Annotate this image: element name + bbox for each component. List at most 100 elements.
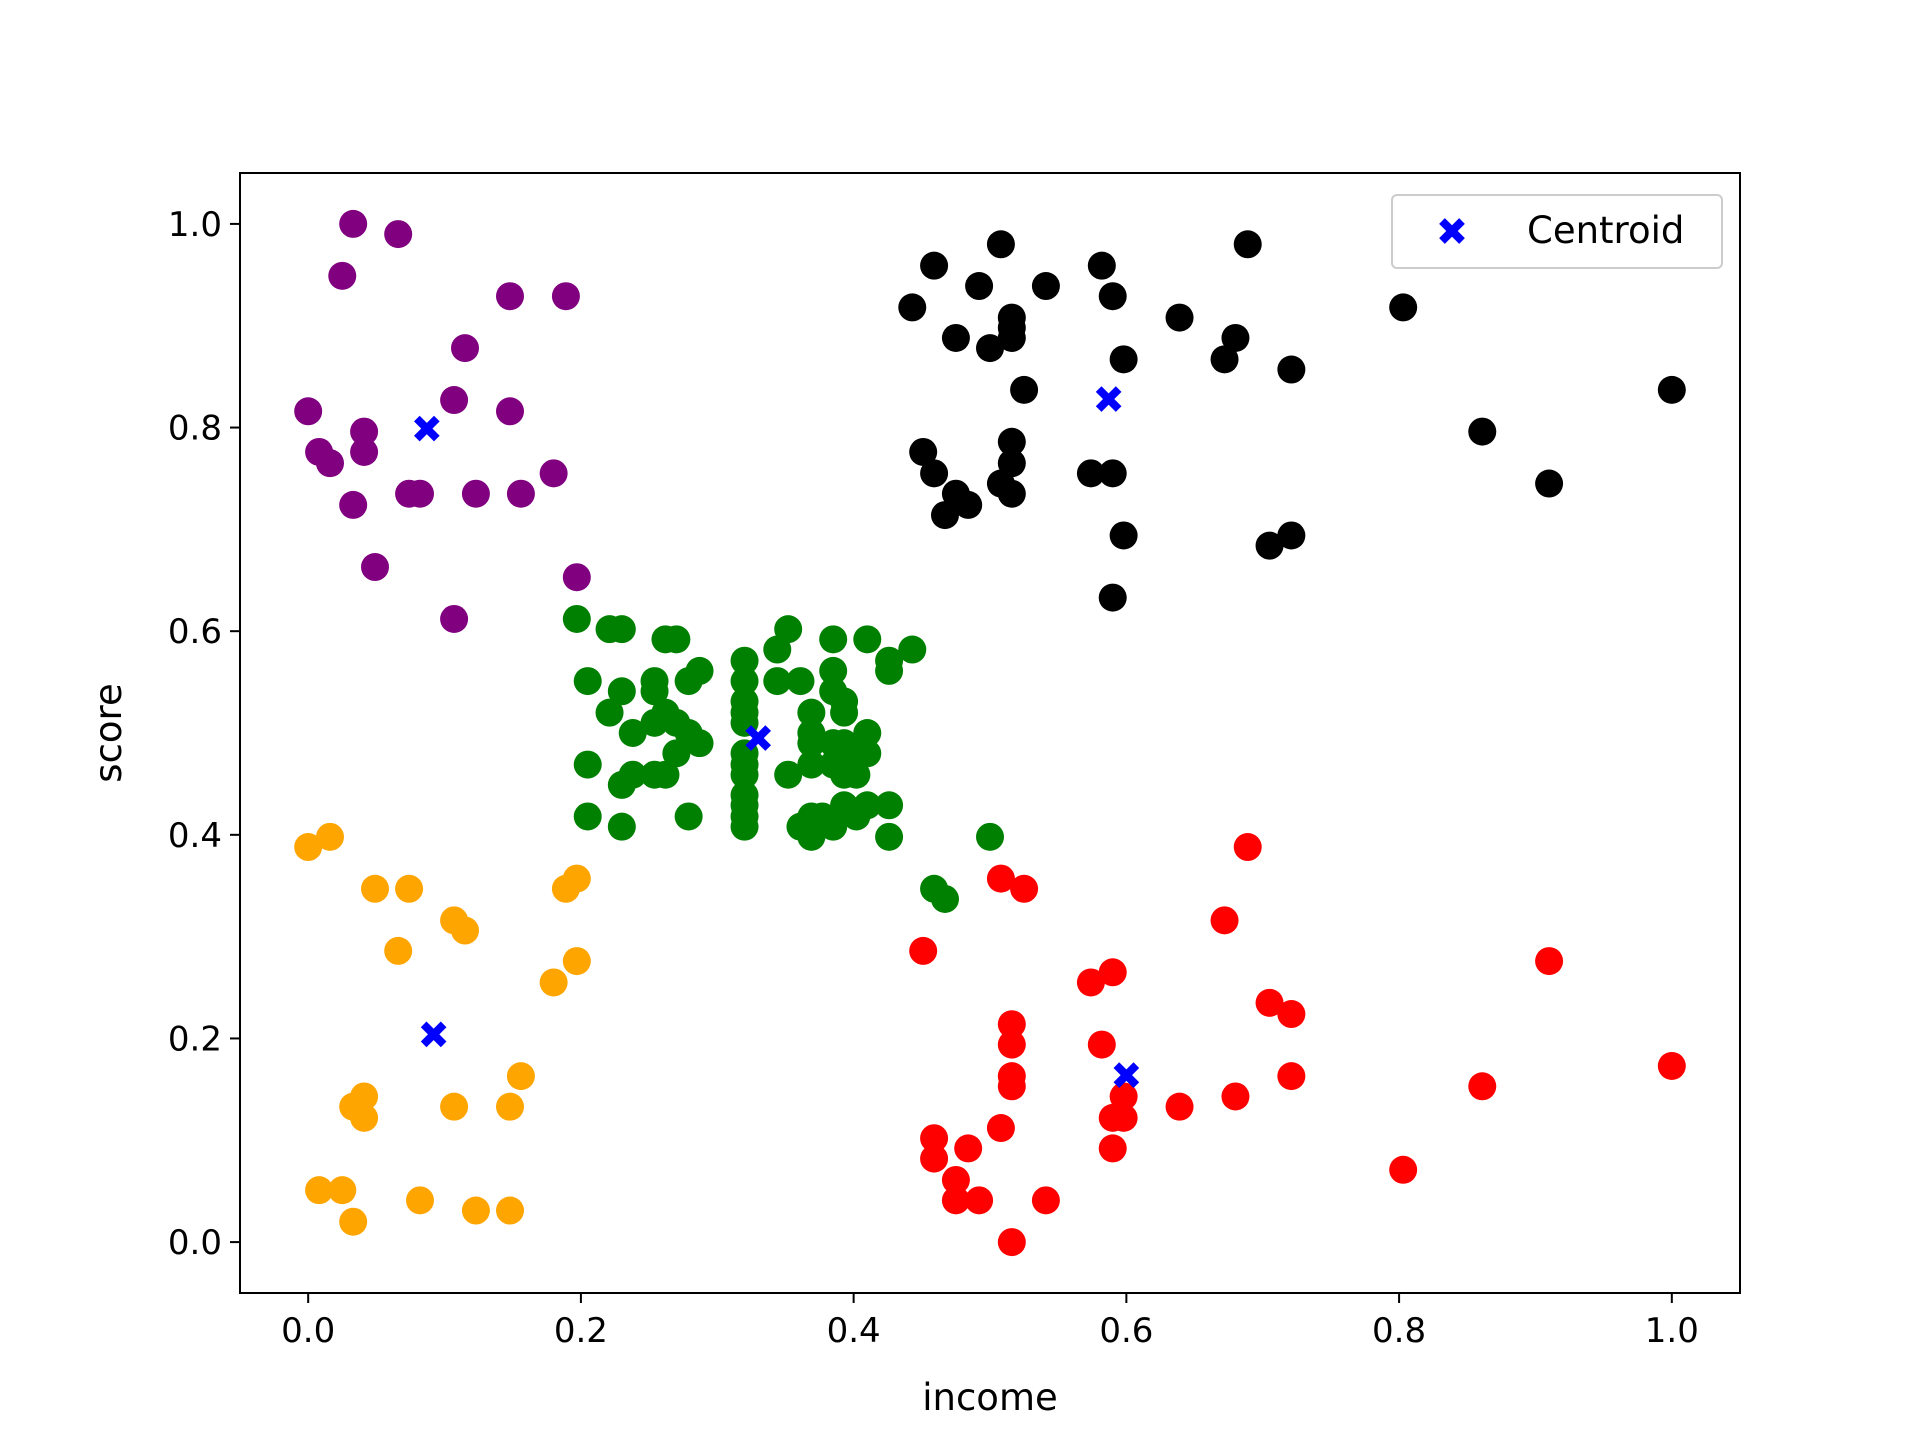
scatter-point	[384, 220, 412, 248]
scatter-point	[731, 813, 759, 841]
scatter-point	[574, 751, 602, 779]
scatter-point	[998, 1072, 1026, 1100]
scatter-point	[496, 1197, 524, 1225]
scatter-point	[976, 823, 1004, 851]
scatter-point	[316, 449, 344, 477]
scatter-point	[976, 334, 1004, 362]
scatter-point	[1166, 304, 1194, 332]
scatter-point	[1088, 252, 1116, 280]
scatter-point	[987, 1114, 1015, 1142]
scatter-point	[931, 885, 959, 913]
scatter-point	[608, 771, 636, 799]
scatter-point	[875, 823, 903, 851]
x-tick-label: 0.8	[1372, 1311, 1426, 1351]
legend-label-centroid: Centroid	[1527, 209, 1684, 252]
scatter-point	[965, 1186, 993, 1214]
y-tick-label: 0.8	[168, 409, 222, 449]
scatter-point	[786, 667, 814, 695]
scatter-point	[440, 386, 468, 414]
scatter-point	[942, 324, 970, 352]
scatter-point	[496, 282, 524, 310]
scatter-point	[1077, 968, 1105, 996]
y-tick-label: 0.0	[168, 1223, 222, 1263]
scatter-point	[384, 937, 412, 965]
scatter-point	[1099, 584, 1127, 612]
y-tick-label: 0.2	[168, 1019, 222, 1059]
x-tick-label: 0.0	[281, 1311, 335, 1351]
scatter-point	[1032, 1186, 1060, 1214]
scatter-point	[563, 947, 591, 975]
legend: Centroid	[1392, 195, 1722, 268]
scatter-point	[395, 875, 423, 903]
scatter-point	[1032, 272, 1060, 300]
scatter-point	[875, 657, 903, 685]
scatter-point	[1166, 1093, 1194, 1121]
scatter-point	[898, 293, 926, 321]
scatter-point	[909, 937, 937, 965]
scatter-point	[931, 501, 959, 529]
scatter-point	[574, 802, 602, 830]
scatter-point	[842, 761, 870, 789]
scatter-point	[774, 761, 802, 789]
scatter-point	[1010, 376, 1038, 404]
scatter-point	[316, 823, 344, 851]
scatter-point	[1468, 418, 1496, 446]
scatter-point	[1099, 1134, 1127, 1162]
scatter-point	[496, 1093, 524, 1121]
scatter-point	[619, 719, 647, 747]
scatter-point	[1277, 356, 1305, 384]
scatter-point	[507, 480, 535, 508]
scatter-point	[797, 823, 825, 851]
scatter-point	[1277, 1000, 1305, 1028]
scatter-point	[440, 1093, 468, 1121]
scatter-point	[875, 791, 903, 819]
scatter-point	[1099, 459, 1127, 487]
scatter-point	[294, 397, 322, 425]
y-tick-label: 1.0	[168, 205, 222, 245]
y-axis-label: score	[87, 683, 130, 782]
scatter-point	[507, 1062, 535, 1090]
scatter-point	[462, 480, 490, 508]
scatter-point	[1256, 532, 1284, 560]
x-tick-label: 0.4	[827, 1311, 881, 1351]
scatter-point	[763, 636, 791, 664]
scatter-point	[596, 699, 624, 727]
scatter-point	[339, 210, 367, 238]
scatter-point	[328, 1176, 356, 1204]
scatter-point	[440, 605, 468, 633]
scatter-point	[987, 230, 1015, 258]
scatter-point	[406, 1186, 434, 1214]
scatter-point	[1088, 1031, 1116, 1059]
scatter-point	[1110, 1104, 1138, 1132]
scatter-point	[1110, 521, 1138, 549]
scatter-point	[552, 282, 580, 310]
scatter-point	[563, 605, 591, 633]
x-tick-label: 1.0	[1645, 1311, 1699, 1351]
scatter-point	[361, 553, 389, 581]
scatter-point	[563, 865, 591, 893]
scatter-point	[954, 1134, 982, 1162]
scatter-point	[1211, 906, 1239, 934]
y-tick-label: 0.4	[168, 816, 222, 856]
scatter-point	[1389, 1156, 1417, 1184]
scatter-point	[965, 272, 993, 300]
scatter-point	[998, 480, 1026, 508]
scatter-point	[1277, 1062, 1305, 1090]
scatter-point	[1010, 875, 1038, 903]
scatter-point	[920, 1145, 948, 1173]
scatter-point	[1110, 345, 1138, 373]
scatter-point	[339, 491, 367, 519]
scatter-point	[1535, 470, 1563, 498]
scatter-point	[830, 699, 858, 727]
scatter-point	[574, 667, 602, 695]
scatter-point	[1535, 947, 1563, 975]
scatter-point	[350, 438, 378, 466]
scatter-point	[1099, 282, 1127, 310]
x-tick-label: 0.2	[554, 1311, 608, 1351]
scatter-point	[1221, 1082, 1249, 1110]
scatter-point	[496, 397, 524, 425]
scatter-point	[540, 968, 568, 996]
scatter-point	[662, 625, 690, 653]
scatter-point	[1234, 833, 1262, 861]
scatter-point	[1468, 1072, 1496, 1100]
